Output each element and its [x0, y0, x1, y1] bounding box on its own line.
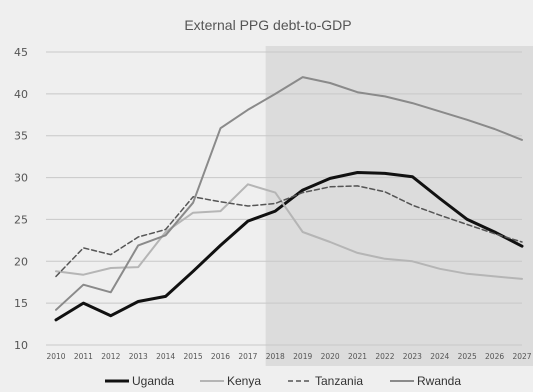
x-tick-label: 2015 [184, 352, 203, 361]
x-tick-label: 2019 [293, 352, 312, 361]
y-tick-label: 35 [14, 130, 28, 143]
legend-label-tanzania: Tanzania [315, 374, 363, 388]
x-tick-label: 2010 [46, 352, 65, 361]
x-axis-ticks: 2010 2011 2012 2013 2014 2015 2016 2017 2018 2019… [46, 352, 531, 361]
legend-label-uganda: Uganda [132, 374, 174, 388]
x-tick-label: 2012 [101, 352, 120, 361]
y-tick-label: 30 [14, 172, 28, 185]
x-tick-label: 2021 [348, 352, 367, 361]
gridlines [46, 51, 522, 346]
x-tick-label: 2024 [430, 352, 449, 361]
x-tick-label: 2022 [375, 352, 394, 361]
series-lines [54, 76, 524, 322]
chart-title: External PPG debt-to-GDP [184, 17, 351, 33]
legend: Uganda Kenya Tanzania Rwanda [105, 374, 461, 388]
y-tick-label: 40 [14, 88, 28, 101]
x-tick-label: 2017 [238, 352, 257, 361]
x-tick-label: 2016 [211, 352, 230, 361]
x-tick-label: 2023 [403, 352, 422, 361]
x-tick-label: 2013 [129, 352, 148, 361]
y-tick-label: 20 [14, 255, 28, 268]
x-tick-label: 2018 [266, 352, 285, 361]
x-tick-label: 2026 [485, 352, 504, 361]
series-line-rwanda [55, 76, 523, 311]
series-line-tanzania [55, 185, 523, 278]
y-tick-label: 10 [14, 339, 28, 352]
y-tick-label: 25 [14, 213, 28, 226]
x-tick-label: 2014 [156, 352, 175, 361]
y-axis-ticks: 10 15 20 25 30 35 40 45 [14, 46, 28, 352]
x-tick-label: 2020 [321, 352, 340, 361]
legend-label-rwanda: Rwanda [417, 374, 461, 388]
x-tick-label: 2025 [458, 352, 477, 361]
y-tick-label: 45 [14, 46, 28, 59]
legend-label-kenya: Kenya [227, 374, 261, 388]
y-tick-label: 15 [14, 297, 28, 310]
series-line-uganda [54, 171, 524, 322]
series-line-kenya [55, 183, 523, 280]
x-tick-label: 2011 [74, 352, 93, 361]
x-tick-label: 2027 [512, 352, 531, 361]
